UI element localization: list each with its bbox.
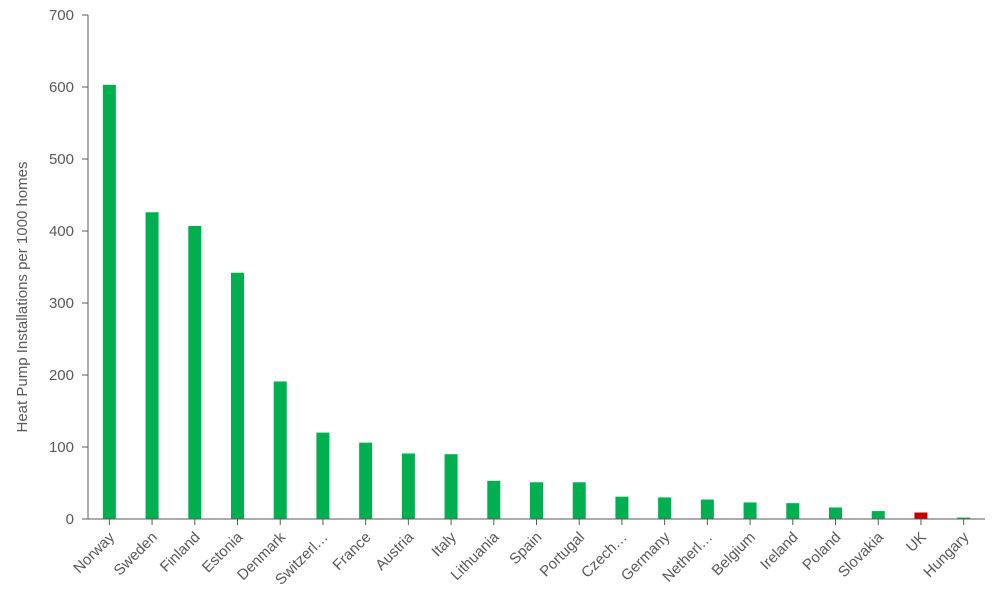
y-tick-label: 400 (49, 223, 74, 240)
bar-uk (914, 512, 928, 519)
y-tick-label: 600 (49, 79, 74, 96)
x-tick-label: Austria (372, 528, 417, 573)
x-tick-label: UK (903, 529, 930, 556)
y-axis-title: Heat Pump Installations per 1000 homes (14, 162, 31, 433)
bar-norway (102, 84, 116, 519)
x-tick-label: France (329, 529, 374, 574)
x-axis: NorwaySwedenFinlandEstoniaDenmarkSwitzer… (70, 518, 985, 589)
x-tick-label: Belgium (709, 529, 759, 579)
y-tick-label: 500 (49, 151, 74, 168)
bar-ireland (786, 503, 800, 519)
y-tick-label: 700 (49, 7, 74, 24)
bar-slovakia (871, 511, 885, 519)
x-tick-label: Sweden (111, 529, 161, 579)
y-tick-label: 300 (49, 295, 74, 312)
y-tick-label: 0 (66, 511, 74, 528)
bar-finland (188, 225, 202, 519)
bar-austria (401, 453, 415, 519)
x-tick-label: Finland (157, 529, 204, 576)
bar-portugal (572, 482, 586, 519)
x-tick-label: Italy (428, 528, 460, 560)
bar-belgium (743, 502, 757, 519)
bar-czech (615, 496, 629, 519)
bar-denmark (273, 381, 287, 519)
bar-italy (444, 454, 458, 519)
y-tick-label: 100 (49, 439, 74, 456)
bar-estonia (231, 272, 244, 519)
x-tick-label: Lithuania (448, 528, 504, 584)
x-tick-label: Slovakia (835, 528, 888, 581)
bar-netherl (700, 499, 714, 519)
x-tick-label: Norway (70, 528, 118, 576)
x-tick-label: Spain (506, 529, 545, 568)
bar-switzerl (316, 432, 330, 519)
bar-germany (658, 497, 672, 519)
x-tick-label: Hungary (920, 528, 972, 580)
bar-poland (829, 507, 842, 519)
bar-sweden (145, 212, 159, 519)
y-tick-label: 200 (49, 367, 74, 384)
bar-spain (530, 482, 543, 519)
bar-france (359, 442, 373, 519)
bars (102, 84, 971, 519)
x-tick-label: Ireland (757, 529, 801, 573)
y-axis: 0 100 200 300 400 500 600 700 (49, 7, 89, 528)
bar-lithuania (487, 480, 501, 519)
bar-hungary (957, 517, 971, 519)
